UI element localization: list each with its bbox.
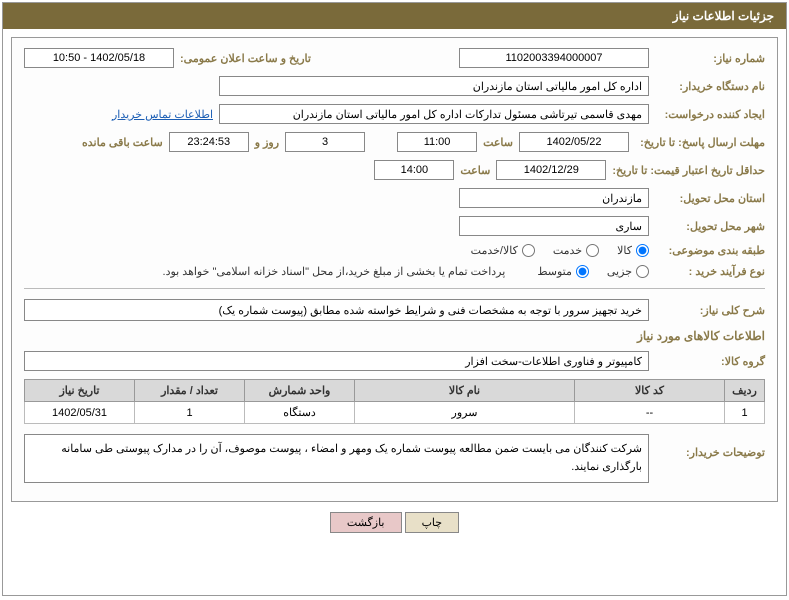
th-date: تاریخ نیاز — [25, 380, 135, 402]
field-general-desc: خرید تجهیز سرور با توجه به مشخصات فنی و … — [24, 299, 649, 321]
th-qty: تعداد / مقدار — [135, 380, 245, 402]
cell-row: 1 — [725, 402, 765, 424]
field-reply-time: 11:00 — [397, 132, 477, 152]
label-goods-group: گروه کالا: — [655, 355, 765, 368]
label-city: شهر محل تحویل: — [655, 220, 765, 233]
panel-title: جزئیات اطلاعات نیاز — [3, 3, 786, 29]
radio-service-input[interactable] — [586, 244, 599, 257]
radio-goods-input[interactable] — [636, 244, 649, 257]
buyer-contact-link[interactable]: اطلاعات تماس خریدار — [112, 108, 213, 121]
label-time-1: ساعت — [483, 136, 513, 149]
goods-info-title: اطلاعات کالاهای مورد نیاز — [24, 329, 765, 343]
label-province: استان محل تحویل: — [655, 192, 765, 205]
label-days-and: روز و — [255, 136, 279, 149]
field-validity-date: 1402/12/29 — [496, 160, 606, 180]
field-announce-date: 1402/05/18 - 10:50 — [24, 48, 174, 68]
field-days-left: 3 — [285, 132, 365, 152]
radio-goods-service[interactable]: کالا/خدمت — [471, 244, 535, 257]
radio-medium-input[interactable] — [576, 265, 589, 278]
label-remaining: ساعت باقی مانده — [82, 136, 163, 149]
label-price-validity: حداقل تاریخ اعتبار قیمت: تا تاریخ: — [612, 164, 765, 177]
field-province: مازندران — [459, 188, 649, 208]
label-requester: ایجاد کننده درخواست: — [655, 108, 765, 121]
label-reply-deadline: مهلت ارسال پاسخ: تا تاریخ: — [635, 136, 765, 149]
table-row: 1 -- سرور دستگاه 1 1402/05/31 — [25, 402, 765, 424]
print-button[interactable]: چاپ — [405, 512, 460, 533]
field-city: ساری — [459, 216, 649, 236]
divider-1 — [24, 288, 765, 289]
label-buyer-notes: توضیحات خریدار: — [655, 434, 765, 459]
field-buyer-notes: شرکت کنندگان می بایست ضمن مطالعه پیوست ش… — [24, 434, 649, 483]
label-general-desc: شرح کلی نیاز: — [655, 304, 765, 317]
th-code: کد کالا — [575, 380, 725, 402]
radio-minor-input[interactable] — [636, 265, 649, 278]
label-purchase-type: نوع فرآیند خرید : — [655, 265, 765, 278]
radio-minor[interactable]: جزیی — [607, 265, 649, 278]
th-unit: واحد شمارش — [245, 380, 355, 402]
radio-service[interactable]: خدمت — [553, 244, 599, 257]
radio-goods[interactable]: کالا — [617, 244, 649, 257]
radio-service-label: خدمت — [553, 244, 582, 257]
label-buyer-org: نام دستگاه خریدار: — [655, 80, 765, 93]
cell-unit: دستگاه — [245, 402, 355, 424]
field-need-no: 1102003394000007 — [459, 48, 649, 68]
radio-goods-label: کالا — [617, 244, 632, 257]
payment-note: پرداخت تمام یا بخشی از مبلغ خرید،از محل … — [163, 265, 506, 278]
radio-medium-label: متوسط — [537, 265, 572, 278]
goods-table: ردیف کد کالا نام کالا واحد شمارش تعداد /… — [24, 379, 765, 424]
radio-goods-service-input[interactable] — [522, 244, 535, 257]
label-need-no: شماره نیاز: — [655, 52, 765, 65]
cell-date: 1402/05/31 — [25, 402, 135, 424]
purchase-radio-group: جزیی متوسط — [537, 265, 649, 278]
label-time-2: ساعت — [460, 164, 490, 177]
th-row: ردیف — [725, 380, 765, 402]
cell-qty: 1 — [135, 402, 245, 424]
field-requester: مهدی قاسمی تیرتاشی مسئول تدارکات اداره ک… — [219, 104, 649, 124]
field-buyer-org: اداره کل امور مالیاتی استان مازندران — [219, 76, 649, 96]
label-category: طبقه بندی موضوعی: — [655, 244, 765, 257]
cell-name: سرور — [355, 402, 575, 424]
back-button[interactable]: بازگشت — [330, 512, 402, 533]
radio-goods-service-label: کالا/خدمت — [471, 244, 518, 257]
field-reply-date: 1402/05/22 — [519, 132, 629, 152]
cell-code: -- — [575, 402, 725, 424]
field-goods-group: کامپیوتر و فناوری اطلاعات-سخت افزار — [24, 351, 649, 371]
th-name: نام کالا — [355, 380, 575, 402]
radio-medium[interactable]: متوسط — [537, 265, 589, 278]
label-announce-date: تاریخ و ساعت اعلان عمومی: — [180, 52, 311, 65]
radio-minor-label: جزیی — [607, 265, 632, 278]
category-radio-group: کالا خدمت کالا/خدمت — [471, 244, 649, 257]
field-time-left: 23:24:53 — [169, 132, 249, 152]
field-validity-time: 14:00 — [374, 160, 454, 180]
